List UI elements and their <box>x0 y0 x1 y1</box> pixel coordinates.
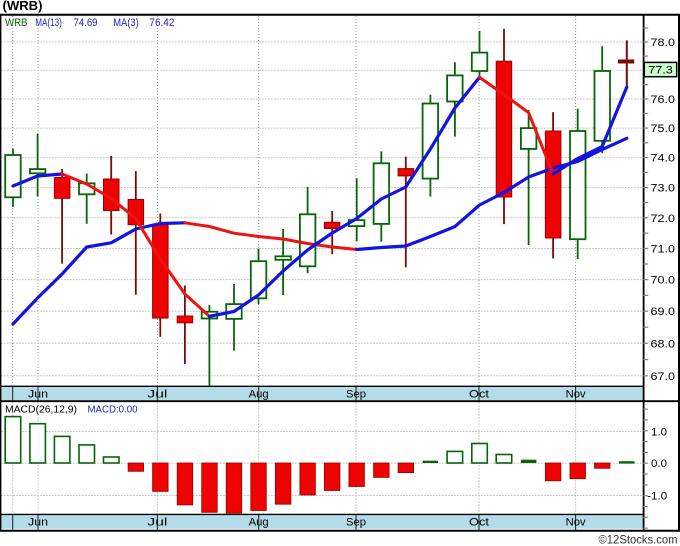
svg-text:WRB: WRB <box>5 17 28 29</box>
svg-text:72.0: 72.0 <box>651 213 676 225</box>
svg-text:76.42: 76.42 <box>149 17 174 29</box>
svg-text:75.0: 75.0 <box>651 123 676 135</box>
svg-text:-1.0: -1.0 <box>647 491 667 503</box>
svg-text:78.0: 78.0 <box>651 37 676 49</box>
svg-text:MACD:0.00: MACD:0.00 <box>88 404 138 415</box>
svg-text:77.3: 77.3 <box>648 65 673 77</box>
svg-text:1.0: 1.0 <box>651 426 667 438</box>
svg-text:68.0: 68.0 <box>651 338 676 350</box>
svg-text:Jul: Jul <box>147 388 167 400</box>
svg-text:Jun: Jun <box>28 388 48 400</box>
svg-text:Jun: Jun <box>28 517 48 529</box>
svg-text:70.0: 70.0 <box>651 275 676 287</box>
svg-text:76.0: 76.0 <box>651 94 676 106</box>
svg-text:Jul: Jul <box>147 517 167 529</box>
svg-text:Nov: Nov <box>566 517 587 529</box>
svg-text:0.0: 0.0 <box>651 458 667 470</box>
svg-text:MACD(26,12,9): MACD(26,12,9) <box>5 404 77 415</box>
svg-text:69.0: 69.0 <box>651 306 676 318</box>
svg-text:Oct: Oct <box>469 388 489 400</box>
svg-text:Nov: Nov <box>566 388 587 400</box>
svg-text:Oct: Oct <box>469 517 489 529</box>
svg-text:67.0: 67.0 <box>651 371 676 383</box>
svg-text:Aug: Aug <box>249 388 269 400</box>
svg-text:73.0: 73.0 <box>651 182 676 194</box>
svg-text:74.0: 74.0 <box>651 153 676 165</box>
svg-text:74.69: 74.69 <box>74 17 98 29</box>
svg-text:©12Stocks.com: ©12Stocks.com <box>599 532 678 546</box>
svg-text:MA(3): MA(3) <box>113 17 139 29</box>
svg-text:Sep: Sep <box>346 388 366 400</box>
svg-text:Aug: Aug <box>249 517 269 529</box>
svg-text:71.0: 71.0 <box>651 243 676 255</box>
svg-text:MA(13): MA(13) <box>35 17 61 29</box>
svg-text:Sep: Sep <box>346 517 366 529</box>
svg-text:(WRB): (WRB) <box>3 0 43 13</box>
